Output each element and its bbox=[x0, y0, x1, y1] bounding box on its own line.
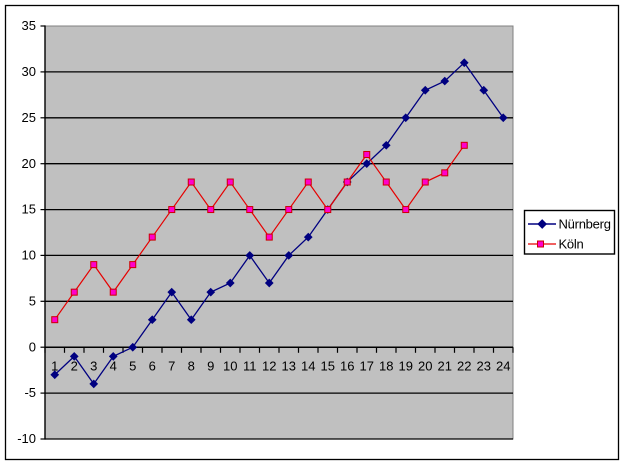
svg-text:2: 2 bbox=[71, 359, 78, 374]
svg-text:18: 18 bbox=[379, 359, 393, 374]
svg-text:5: 5 bbox=[129, 359, 136, 374]
svg-text:10: 10 bbox=[223, 359, 237, 374]
svg-text:23: 23 bbox=[477, 359, 491, 374]
svg-text:-5: -5 bbox=[24, 385, 36, 400]
svg-text:11: 11 bbox=[243, 359, 257, 374]
svg-text:22: 22 bbox=[457, 359, 471, 374]
svg-text:1: 1 bbox=[51, 359, 58, 374]
svg-text:30: 30 bbox=[22, 64, 36, 79]
svg-text:21: 21 bbox=[438, 359, 452, 374]
svg-text:Köln: Köln bbox=[559, 236, 584, 251]
svg-text:4: 4 bbox=[110, 359, 117, 374]
svg-text:10: 10 bbox=[22, 248, 36, 263]
svg-text:19: 19 bbox=[399, 359, 413, 374]
svg-text:8: 8 bbox=[188, 359, 195, 374]
svg-text:16: 16 bbox=[340, 359, 354, 374]
svg-text:13: 13 bbox=[282, 359, 296, 374]
svg-text:0: 0 bbox=[29, 339, 36, 354]
svg-text:12: 12 bbox=[262, 359, 276, 374]
svg-text:Nürnberg: Nürnberg bbox=[559, 216, 611, 231]
svg-text:20: 20 bbox=[22, 156, 36, 171]
svg-text:20: 20 bbox=[418, 359, 432, 374]
svg-text:5: 5 bbox=[29, 293, 36, 308]
svg-text:17: 17 bbox=[360, 359, 374, 374]
svg-text:7: 7 bbox=[168, 359, 175, 374]
svg-text:9: 9 bbox=[207, 359, 214, 374]
svg-text:35: 35 bbox=[22, 18, 36, 33]
svg-text:24: 24 bbox=[496, 359, 510, 374]
svg-text:25: 25 bbox=[22, 110, 36, 125]
svg-text:3: 3 bbox=[90, 359, 97, 374]
svg-text:6: 6 bbox=[149, 359, 156, 374]
svg-text:14: 14 bbox=[301, 359, 315, 374]
svg-text:15: 15 bbox=[22, 202, 36, 217]
svg-text:15: 15 bbox=[321, 359, 335, 374]
svg-text:-10: -10 bbox=[17, 431, 36, 446]
